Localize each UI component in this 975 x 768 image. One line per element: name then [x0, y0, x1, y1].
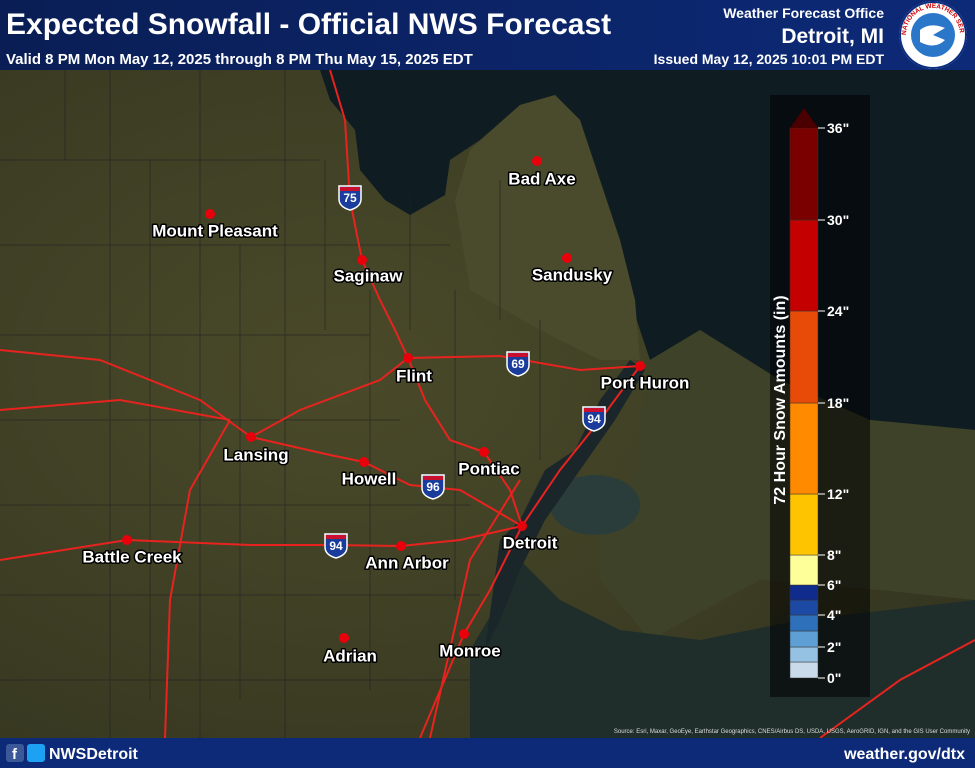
- legend-swatch: [789, 661, 819, 679]
- city-dot: [357, 255, 367, 265]
- legend-swatch: [789, 630, 819, 648]
- city-dot: [246, 432, 256, 442]
- city-label: Howell: [342, 469, 397, 488]
- city-dot: [339, 633, 349, 643]
- office: Detroit, MI: [781, 25, 884, 48]
- source-credit: Source: Esri, Maxar, GeoEye, Earthstar G…: [614, 729, 970, 735]
- cities: Bad Axe Mount Pleasant Saginaw Sandusky Flin…: [81, 156, 691, 667]
- facebook-f: f: [12, 746, 18, 763]
- city-dot: [459, 629, 469, 639]
- legend-tick-label: 4": [827, 607, 841, 623]
- shield-number: 96: [426, 480, 440, 494]
- shield: [421, 474, 445, 500]
- shield: [582, 406, 606, 432]
- legend-swatch: [789, 493, 819, 556]
- city-label: Port Huron: [601, 373, 690, 392]
- city-label: Monroe: [439, 641, 500, 660]
- shield-number: 69: [511, 357, 525, 371]
- legend-swatch: [789, 219, 819, 312]
- shield-number: 94: [329, 539, 343, 553]
- legend-swatch: [789, 584, 819, 601]
- shield: [324, 533, 348, 559]
- city-dot: [479, 447, 489, 457]
- legend-swatch: [789, 402, 819, 495]
- legend: 0" 2" 4" 6" 8" 12" 18" 24" 30" 36": [789, 108, 849, 686]
- legend-tick-label: 12": [827, 486, 849, 502]
- legend-swatch: [789, 614, 819, 632]
- legend-box: [770, 95, 870, 697]
- legend-swatch: [789, 646, 819, 663]
- shield: [338, 185, 362, 211]
- city-label: Ann Arbor: [365, 553, 449, 572]
- legend-swatch: [789, 310, 819, 404]
- city-label: Adrian: [323, 646, 377, 665]
- facebook-icon: [6, 744, 24, 762]
- city-dot: [396, 541, 406, 551]
- office-label: Weather Forecast Office: [723, 5, 884, 21]
- legend-tick-label: 24": [827, 303, 849, 319]
- city-label: Lansing: [223, 445, 288, 464]
- shield-number: 94: [587, 412, 601, 426]
- legend-title: 72 Hour Snow Amounts (in): [772, 295, 789, 504]
- county-lines: [0, 70, 541, 738]
- legend-arrow: [790, 108, 818, 128]
- subtitle: Valid 8 PM Mon May 12, 2025 through 8 PM…: [6, 51, 473, 68]
- shield-top: [340, 187, 360, 191]
- city-dot: [122, 535, 132, 545]
- legend-swatch: [789, 554, 819, 586]
- city-dot: [517, 521, 527, 531]
- city-label: Bad Axe: [508, 169, 575, 188]
- shield-top: [584, 408, 604, 412]
- social-handle: NWSDetroit: [49, 746, 139, 763]
- footer-bar: [0, 738, 975, 768]
- shield: [506, 351, 530, 377]
- legend-tick-label: 8": [827, 547, 841, 563]
- legend-tick-label: 6": [827, 577, 841, 593]
- city-dot: [359, 457, 369, 467]
- footer-url: weather.gov/dtx: [843, 746, 965, 763]
- twitter-icon: [27, 744, 45, 762]
- city-dot: [562, 253, 572, 263]
- legend-tick-label: 36": [827, 120, 849, 136]
- city-dot: [403, 353, 413, 363]
- legend-tick-label: 0": [827, 670, 841, 686]
- city-label: Saginaw: [334, 266, 404, 285]
- legend-swatch: [789, 127, 819, 221]
- title: Expected Snowfall - Official NWS Forecas…: [6, 8, 611, 41]
- header-bar: [0, 0, 975, 70]
- city-label: Pontiac: [458, 459, 519, 478]
- shield-number: 75: [343, 191, 357, 205]
- interstate-shields: 75 69 94 96 94: [324, 185, 606, 559]
- city-label: Battle Creek: [82, 547, 182, 566]
- legend-tick-label: 30": [827, 212, 849, 228]
- city-label: Sandusky: [532, 265, 613, 284]
- legend-tick-label: 2": [827, 639, 841, 655]
- city-label: Detroit: [503, 533, 558, 552]
- legend-swatch: [789, 599, 819, 616]
- city-dot: [532, 156, 542, 166]
- shield-top: [326, 535, 346, 539]
- city-dot: [205, 209, 215, 219]
- shield-top: [423, 476, 443, 480]
- city-label: Mount Pleasant: [152, 221, 278, 240]
- legend-tick-label: 18": [827, 395, 849, 411]
- city-dot: [635, 361, 645, 371]
- shield-top: [508, 353, 528, 357]
- city-label: Flint: [396, 366, 432, 385]
- issued: Issued May 12, 2025 10:01 PM EDT: [654, 51, 885, 67]
